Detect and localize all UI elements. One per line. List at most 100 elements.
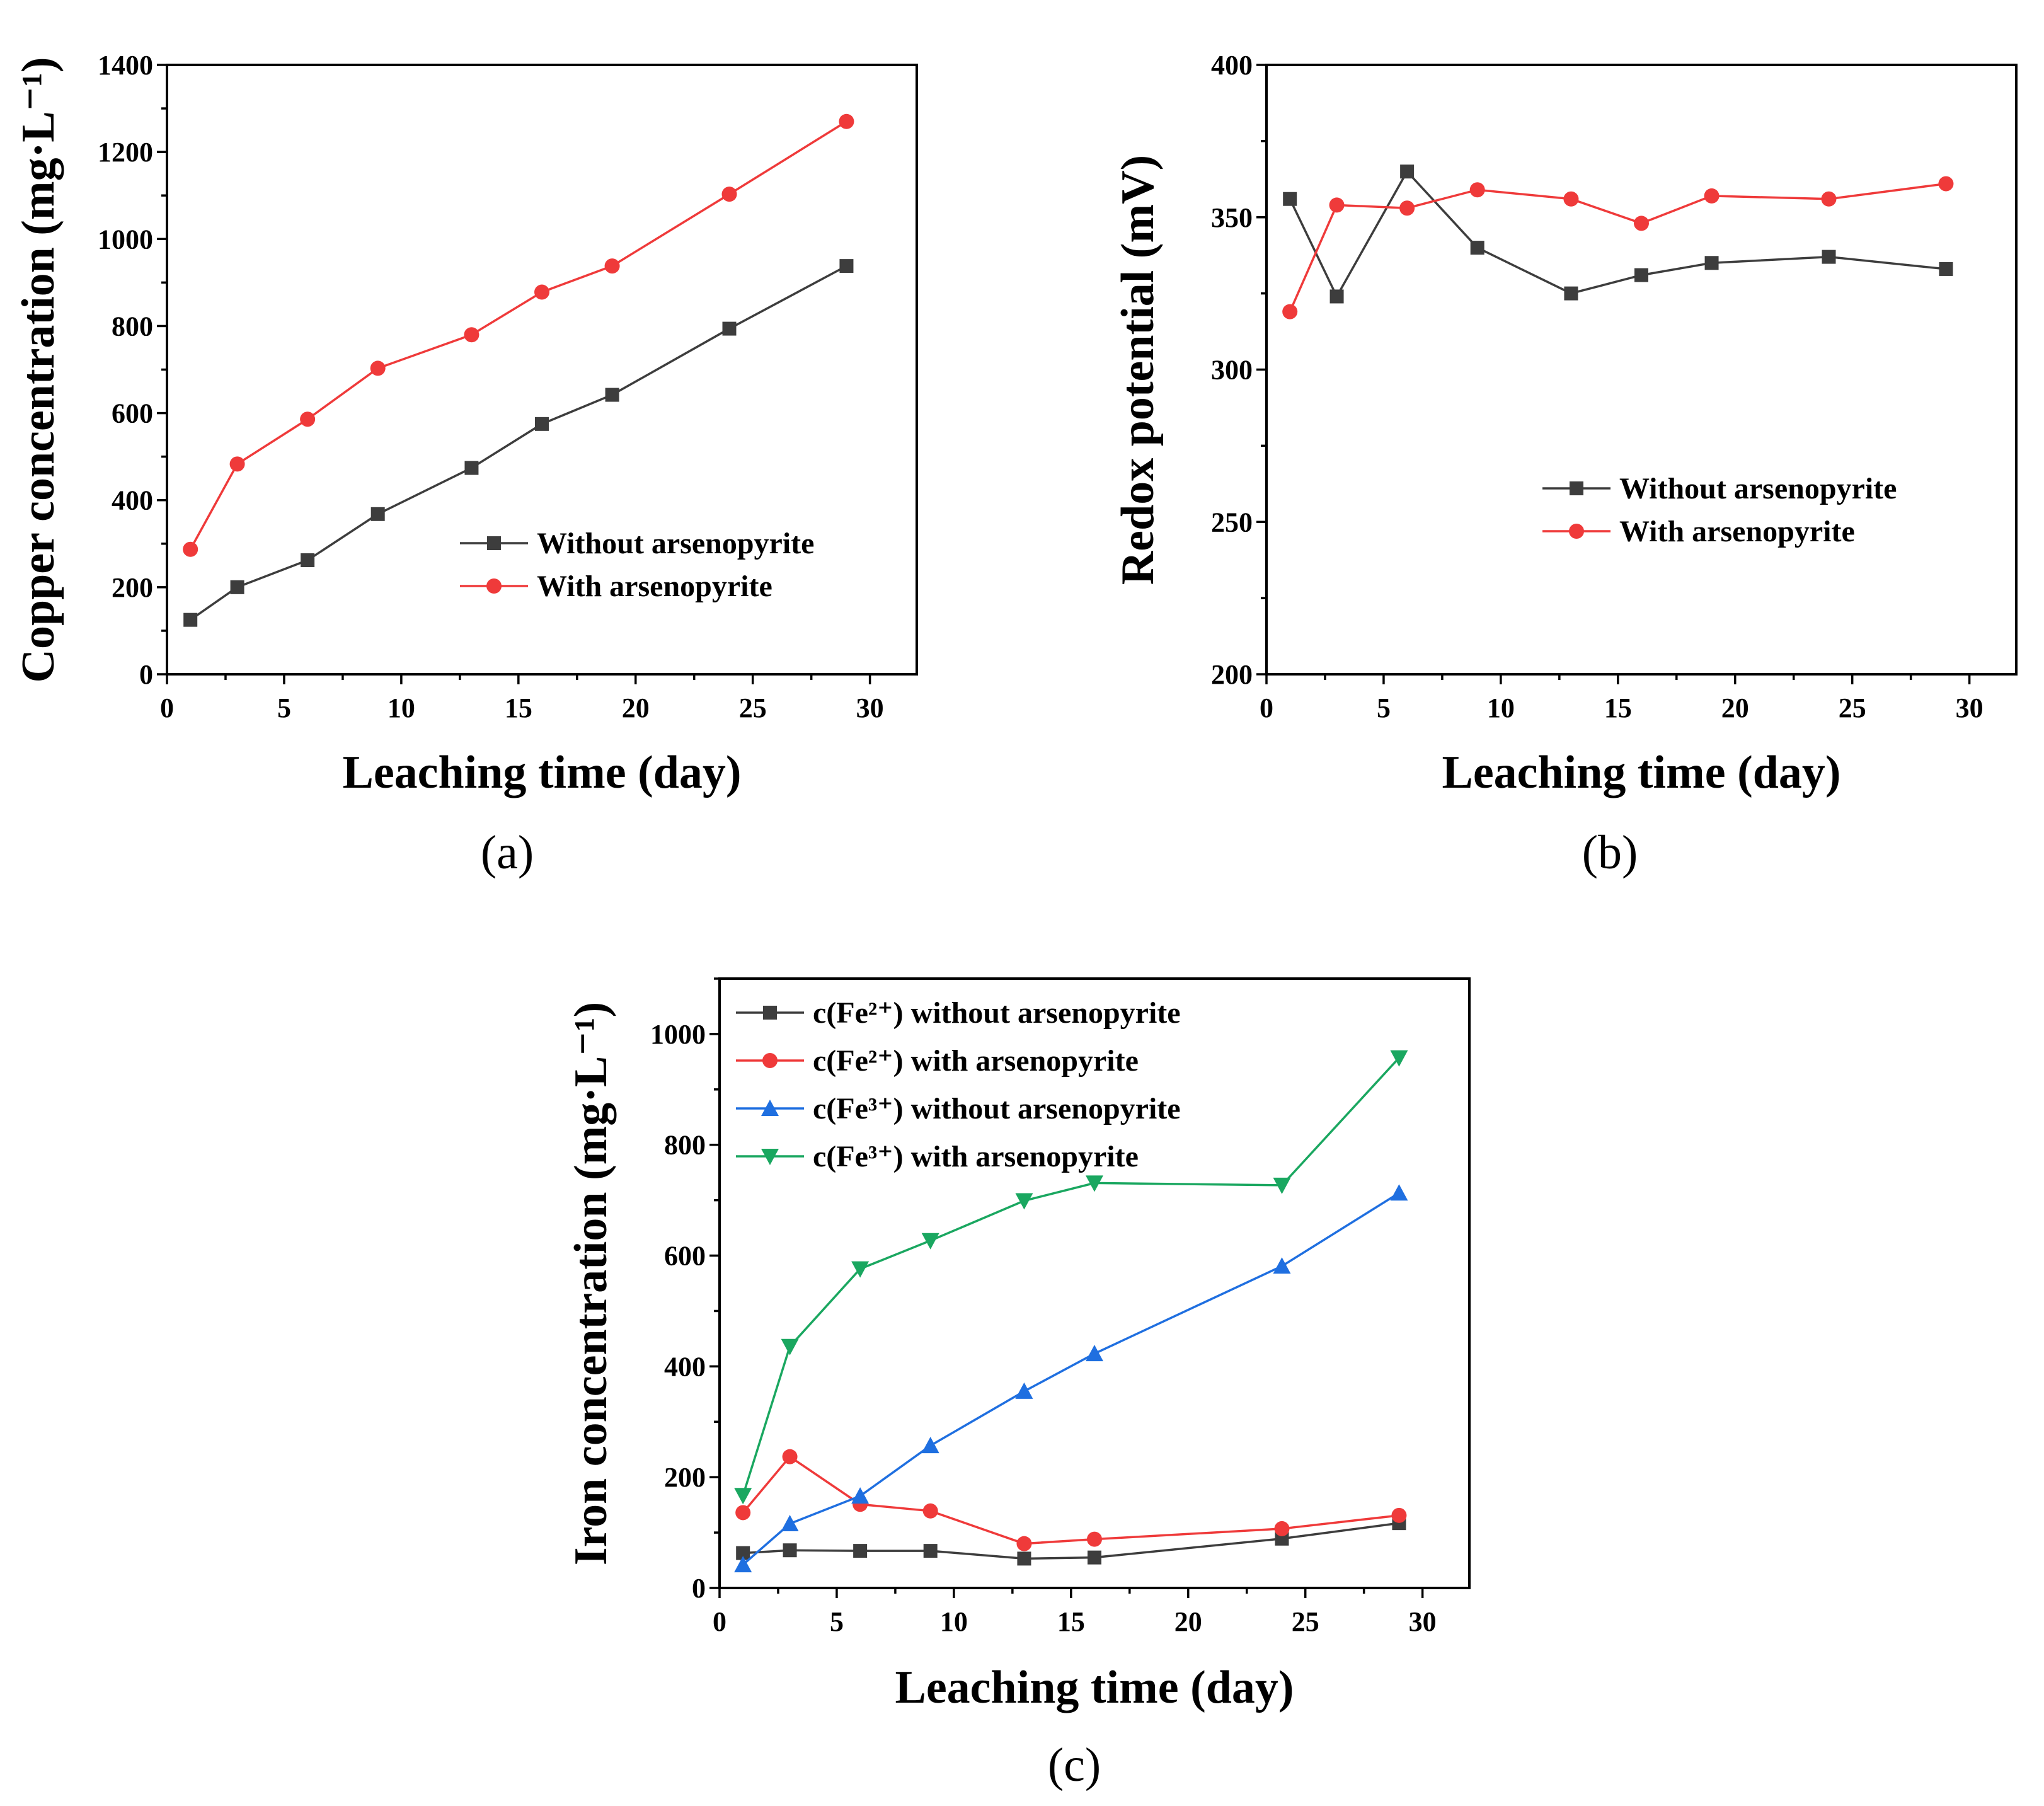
data-point [1329,197,1345,213]
data-point [1400,164,1415,179]
data-point [370,507,385,521]
legend-marker [761,1100,779,1116]
series-c-fe-with-arsenopyrite [734,1050,1408,1505]
x-tick-label: 5 [1377,693,1391,723]
data-point [734,1488,752,1505]
data-point [923,1544,938,1558]
legend-marker [762,1053,778,1068]
y-tick-label: 400 [112,485,153,516]
legend-label: c(Fe³⁺) with arsenopyrite [813,1140,1139,1173]
data-point [1704,188,1720,204]
x-axis-title: Leaching time (day) [1442,747,1840,798]
data-point [534,284,549,300]
legend-label: c(Fe²⁺) without arsenopyrite [813,996,1181,1030]
data-point [781,1338,799,1355]
y-tick-label: 0 [692,1573,706,1604]
data-point [604,258,620,274]
data-point [1086,1175,1103,1192]
y-tick-label: 250 [1211,507,1253,538]
data-point [183,613,198,627]
series-without-arsenopyrite [1283,164,1953,304]
y-tick-label: 600 [664,1241,706,1272]
legend: Without arsenopyrite With arsenopyrite [460,527,814,603]
data-point [1634,268,1648,282]
x-tick-label: 0 [1260,693,1273,723]
legend-label: c(Fe²⁺) with arsenopyrite [813,1044,1139,1078]
data-point [1273,1257,1291,1274]
y-tick-label: 0 [139,659,153,690]
chart-a: 0 5 10 15 20 25 30 0 200 400 600 800 1000 1200 1400 Lea… [13,50,918,879]
x-tick-label: 30 [1409,1606,1437,1637]
y-axis-title: Copper concentration (mg·L⁻¹) [13,57,64,682]
data-point [736,1546,750,1560]
x-tick-label: 25 [1839,693,1866,723]
series-with-arsenopyrite [1282,176,1954,319]
data-point [1634,216,1649,231]
data-point [300,411,316,427]
data-point [783,1543,797,1558]
data-point [1822,250,1836,264]
data-point [853,1544,868,1558]
data-point [722,321,737,336]
data-point [1015,1193,1033,1210]
series-line [1289,170,1946,299]
x-axis-title: Leaching time (day) [895,1662,1294,1713]
x-tick-label: 30 [856,693,884,723]
legend-marker [487,536,501,550]
legend-label: Without arsenopyrite [1619,472,1897,505]
y-tick-label: 200 [1211,659,1253,690]
data-point [370,360,386,376]
data-point [464,327,479,343]
x-tick-label: 0 [713,1606,726,1637]
data-point [734,1556,752,1573]
x-tick-label: 25 [1292,1606,1319,1637]
x-tick-label: 0 [160,693,174,723]
data-point [1469,182,1485,198]
data-point [1087,1531,1102,1547]
y-axis-title: Redox potential (mV) [1112,155,1164,585]
x-tick-label: 10 [940,1606,968,1637]
data-point [1088,1550,1101,1565]
series-line [742,1455,1399,1545]
y-tick-label: 200 [664,1462,706,1493]
legend-marker [1570,481,1583,495]
data-point [183,541,198,557]
plot-frame [1265,64,2018,676]
x-tick-label: 20 [1721,693,1749,723]
data-point [1939,262,1953,276]
data-point [839,259,854,273]
series-without-arsenopyrite [183,259,854,627]
y-tick-label: 350 [1211,202,1253,233]
series-c-fe-with-arsenopyrite [735,1449,1407,1551]
data-point [851,1261,870,1278]
legend-marker [486,578,502,594]
legend-label: With arsenopyrite [1619,515,1855,548]
series-line [742,1057,1400,1496]
data-point [1016,1536,1032,1551]
legend-marker [763,1006,777,1020]
data-point [1563,191,1579,207]
data-point [1086,1345,1103,1362]
data-point [1390,1050,1408,1067]
y-tick-label: 400 [1211,50,1253,81]
data-point [464,461,479,475]
data-point [605,388,619,402]
data-point [1564,286,1578,301]
chart-c: 0 5 10 15 20 25 30 0 200 400 600 800 1000 Leaching ti… [565,977,1471,1792]
series-with-arsenopyrite [183,113,854,557]
data-point [782,1449,798,1464]
panel-label: (b) [1582,826,1638,879]
data-point [721,187,737,202]
x-tick-label: 10 [388,693,415,723]
data-point [1470,241,1484,255]
y-tick-label: 600 [112,398,153,429]
plot-frame [718,977,1471,1589]
x-tick-label: 10 [1487,693,1515,723]
data-point [535,417,549,431]
x-tick-label: 5 [830,1606,844,1637]
series-line [190,265,847,621]
x-tick-label: 15 [1604,693,1632,723]
data-point [1017,1551,1031,1566]
data-point [922,1503,938,1519]
